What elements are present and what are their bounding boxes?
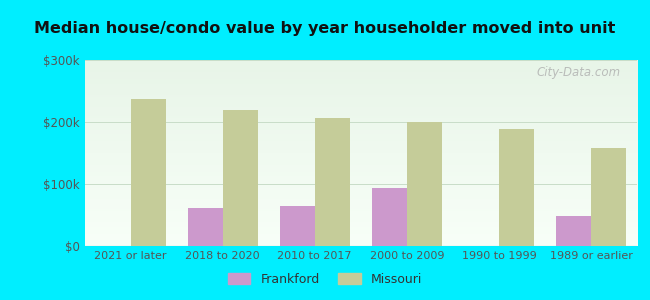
Bar xyxy=(222,110,257,246)
Text: City-Data.com: City-Data.com xyxy=(536,66,620,79)
Bar xyxy=(188,208,222,246)
Bar xyxy=(280,206,315,246)
Bar xyxy=(499,129,534,246)
Text: Median house/condo value by year householder moved into unit: Median house/condo value by year househo… xyxy=(34,21,616,36)
Bar xyxy=(556,216,591,246)
Legend: Frankford, Missouri: Frankford, Missouri xyxy=(223,268,427,291)
Bar xyxy=(591,148,626,246)
Bar xyxy=(315,118,350,246)
Bar xyxy=(131,99,166,246)
Bar xyxy=(407,122,442,246)
Bar xyxy=(372,188,407,246)
